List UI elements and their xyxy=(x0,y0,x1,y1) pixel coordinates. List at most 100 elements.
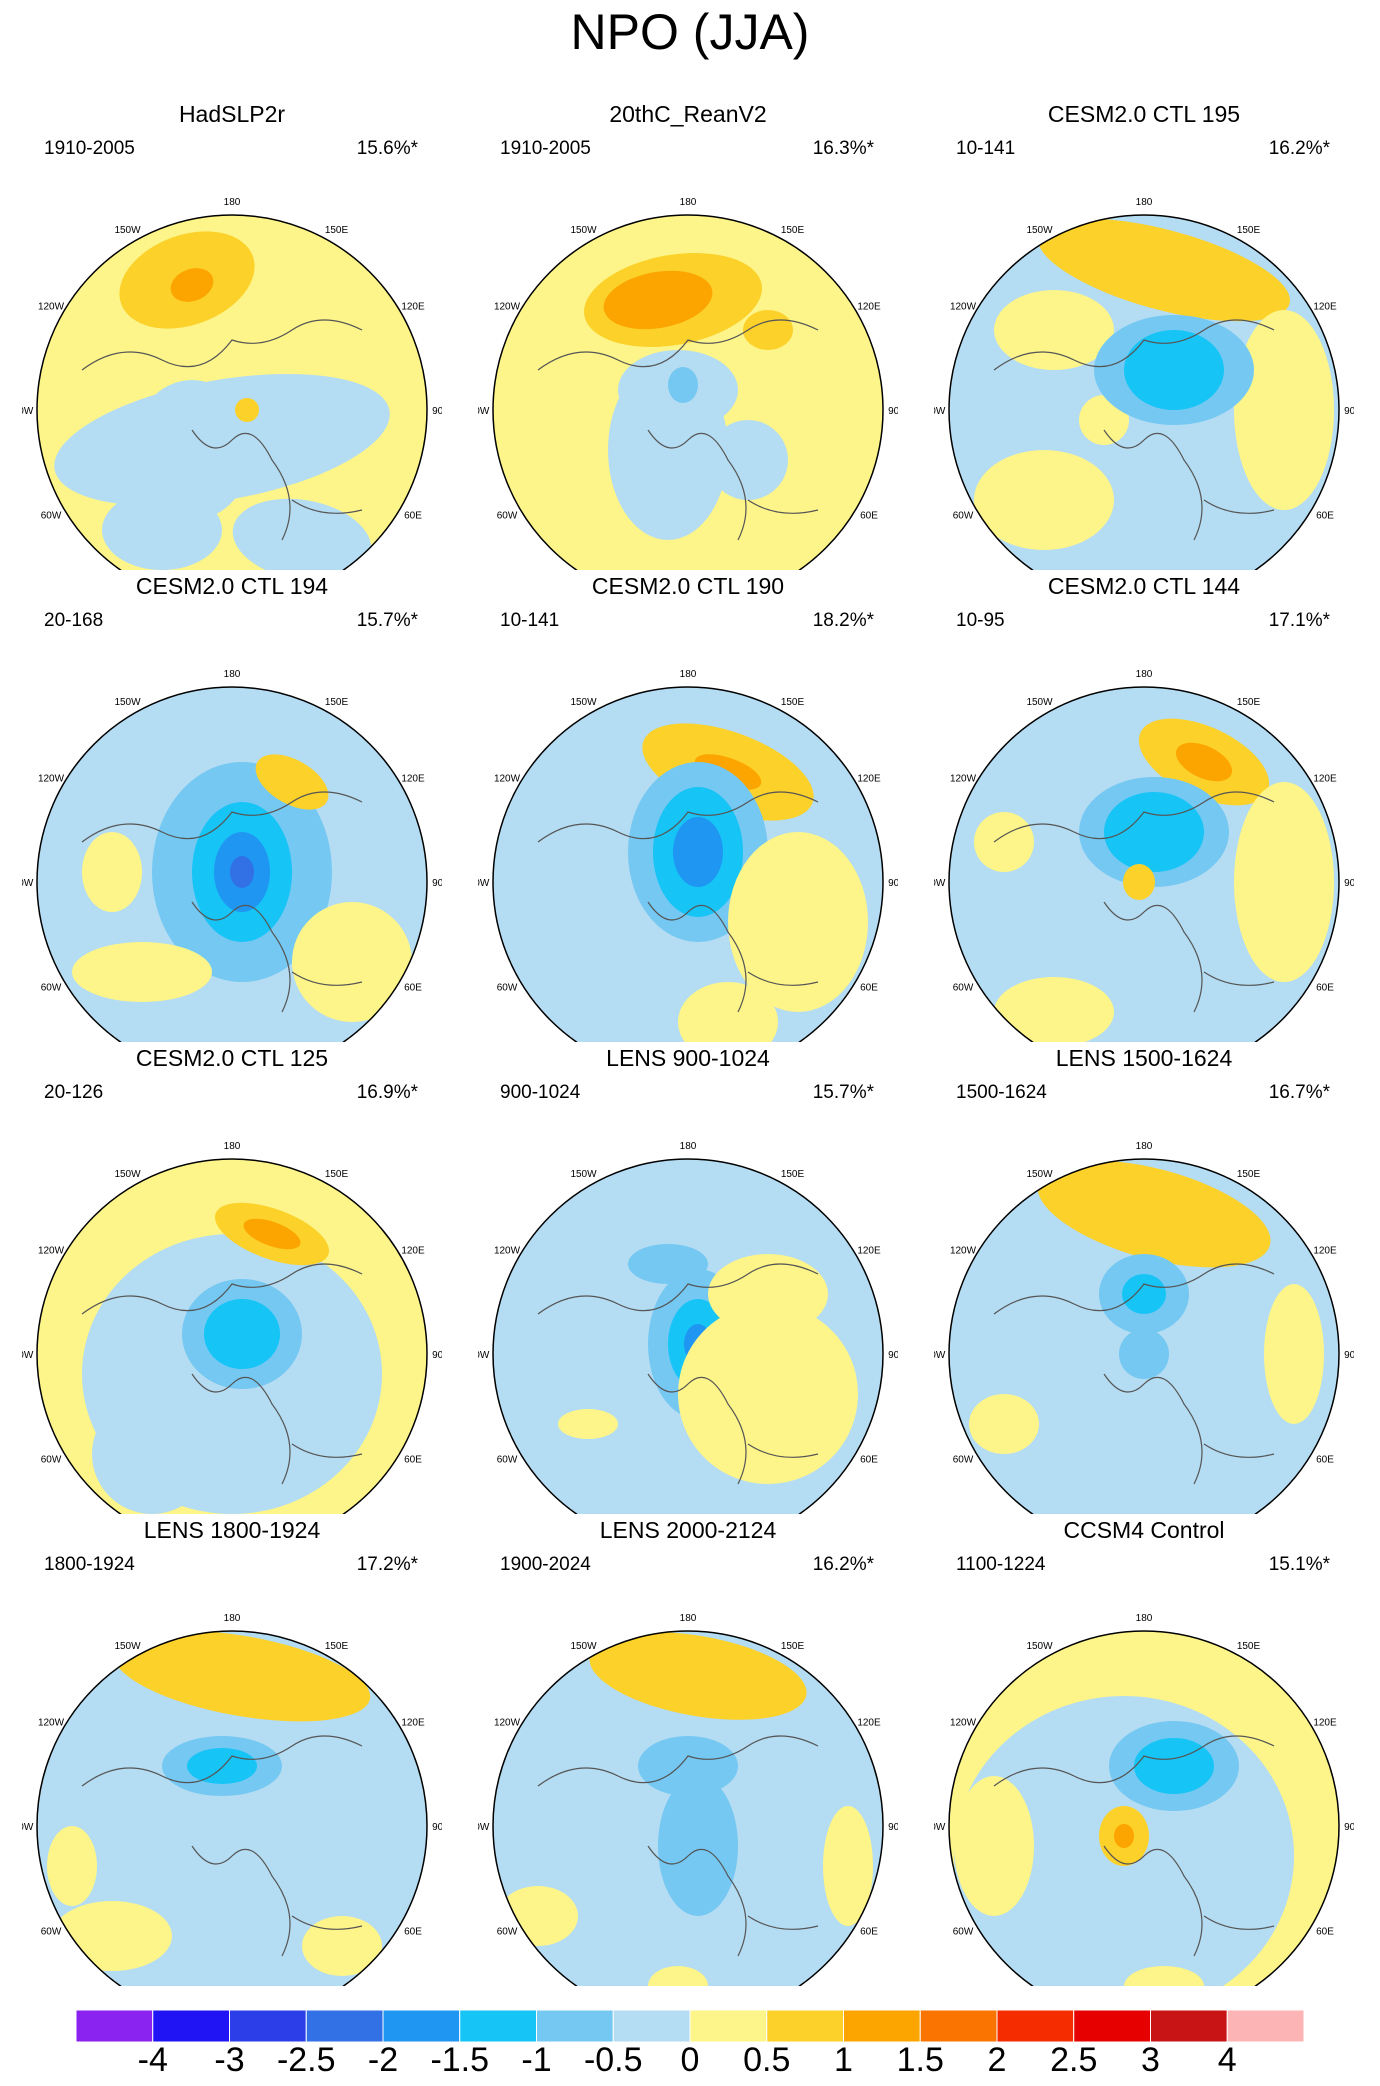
longitude-label: 60W xyxy=(41,1927,62,1938)
longitude-label: 150W xyxy=(570,1169,597,1180)
longitude-label: 180 xyxy=(224,197,241,208)
contour-region xyxy=(708,420,788,500)
polar-map: 180150E120E90E60E30E030W60W90W120W150W xyxy=(22,1141,442,1514)
panel-title: CCSM4 Control xyxy=(1063,1517,1225,1543)
colorbar-swatch xyxy=(382,2010,461,2042)
contour-region xyxy=(292,902,412,1022)
longitude-label: 150W xyxy=(1026,697,1053,708)
contour-region xyxy=(232,498,372,570)
longitude-label: 150E xyxy=(325,697,349,708)
colorbar-tick-label: 1.5 xyxy=(896,2041,944,2079)
panel-years: 1500-1624 xyxy=(956,1082,1047,1103)
colorbar-tick-label: -1 xyxy=(521,2041,552,2079)
contour-region xyxy=(1038,218,1290,322)
longitude-label: 120W xyxy=(950,774,977,785)
map-boundary xyxy=(492,1158,884,1514)
longitude-label: 180 xyxy=(680,1613,697,1624)
longitude-label: 150W xyxy=(114,1641,141,1652)
longitude-label: 60W xyxy=(497,511,518,522)
contour-region xyxy=(668,367,698,403)
colorbar-swatch xyxy=(305,2010,384,2042)
longitude-label: 150W xyxy=(570,1641,597,1652)
map-panel: 180150E120E90E60E30E030W60W90W120W150WCE… xyxy=(934,572,1354,1042)
longitude-label: 150E xyxy=(1237,1169,1261,1180)
map-panel: 180150E120E90E60E30E030W60W90W120W150W20… xyxy=(478,100,898,570)
coastline xyxy=(81,1263,363,1485)
contour-region xyxy=(302,1916,382,1976)
panel-variance: 16.9%* xyxy=(356,1082,418,1103)
map-boundary xyxy=(36,1630,428,1986)
colorbar-swatch xyxy=(689,2010,768,2042)
longitude-label: 90E xyxy=(888,406,898,417)
panel-years: 10-141 xyxy=(500,610,560,631)
longitude-label: 150E xyxy=(325,1169,349,1180)
longitude-label: 120W xyxy=(38,302,65,313)
longitude-label: 60W xyxy=(953,983,974,994)
contour-region xyxy=(1124,1966,1204,1986)
map-panel: 180150E120E90E60E30E030W60W90W120W150WCE… xyxy=(22,572,442,1042)
contour-region xyxy=(974,450,1114,550)
contour-region xyxy=(1234,310,1334,510)
longitude-label: 120W xyxy=(38,1246,65,1257)
contour-region xyxy=(708,1254,828,1334)
contour-region xyxy=(72,942,212,1002)
longitude-label: 60W xyxy=(41,511,62,522)
longitude-label: 120E xyxy=(1313,774,1337,785)
panel-years: 1910-2005 xyxy=(44,138,135,159)
longitude-label: 60W xyxy=(41,1455,62,1466)
panel-variance: 15.7%* xyxy=(356,610,418,631)
longitude-label: 90E xyxy=(888,1822,898,1833)
contour-region xyxy=(1124,330,1224,410)
contour-fields xyxy=(493,1631,883,1986)
longitude-label: 60W xyxy=(953,511,974,522)
contour-region xyxy=(954,1776,1034,1916)
longitude-label: 60E xyxy=(860,1927,878,1938)
contour-region xyxy=(243,1218,301,1250)
map-boundary xyxy=(492,686,884,1042)
longitude-label: 150E xyxy=(781,1169,805,1180)
longitude-label: 150W xyxy=(114,225,141,236)
longitude-label: 60W xyxy=(497,1455,518,1466)
panel-variance: 17.1%* xyxy=(1268,610,1330,631)
contour-region xyxy=(1037,1160,1271,1268)
colorbar-swatch xyxy=(766,2010,844,2042)
panel-title: CESM2.0 CTL 190 xyxy=(591,573,785,599)
longitude-label: 90W xyxy=(934,878,946,889)
contour-region xyxy=(974,812,1034,872)
colorbar-swatch xyxy=(1150,2010,1228,2042)
longitude-label: 120E xyxy=(401,302,425,313)
contour-region xyxy=(132,380,252,520)
colorbar-tick-label: 3 xyxy=(1141,2041,1160,2079)
colorbar-tick-label: -0.5 xyxy=(583,2041,643,2079)
longitude-label: 150W xyxy=(570,225,597,236)
longitude-label: 90W xyxy=(934,406,946,417)
panel-title: LENS 1500-1624 xyxy=(1055,1045,1233,1071)
coastline xyxy=(993,1263,1275,1485)
longitude-label: 150E xyxy=(781,1641,805,1652)
contour-region xyxy=(170,268,214,302)
longitude-label: 90E xyxy=(888,1350,898,1361)
panel-years: 1100-1224 xyxy=(956,1554,1046,1575)
map-boundary xyxy=(36,1158,428,1514)
polar-map: 180150E120E90E60E30E030W60W90W120W150W xyxy=(934,669,1354,1042)
contour-fields xyxy=(37,1159,427,1514)
longitude-label: 60E xyxy=(860,1455,878,1466)
longitude-label: 90W xyxy=(934,1822,946,1833)
colorbar-swatch xyxy=(996,2010,1075,2042)
map-panel: 180150E120E90E60E30E030W60W90W120W150WCE… xyxy=(934,100,1354,570)
panel-variance: 15.7%* xyxy=(812,1082,874,1103)
coastline xyxy=(537,1263,819,1485)
longitude-label: 180 xyxy=(680,197,697,208)
longitude-label: 90E xyxy=(432,406,442,417)
colorbar-swatch xyxy=(612,2010,691,2042)
colorbar-swatch xyxy=(1226,2010,1304,2042)
contour-fields xyxy=(37,1631,427,1986)
longitude-label: 60W xyxy=(953,1455,974,1466)
map-boundary xyxy=(492,1630,884,1986)
longitude-label: 180 xyxy=(224,669,241,680)
longitude-label: 180 xyxy=(1136,197,1153,208)
contour-region xyxy=(1122,1274,1166,1314)
map-boundary xyxy=(948,1630,1340,1986)
contour-region xyxy=(52,1901,172,1971)
longitude-label: 120W xyxy=(494,302,521,313)
